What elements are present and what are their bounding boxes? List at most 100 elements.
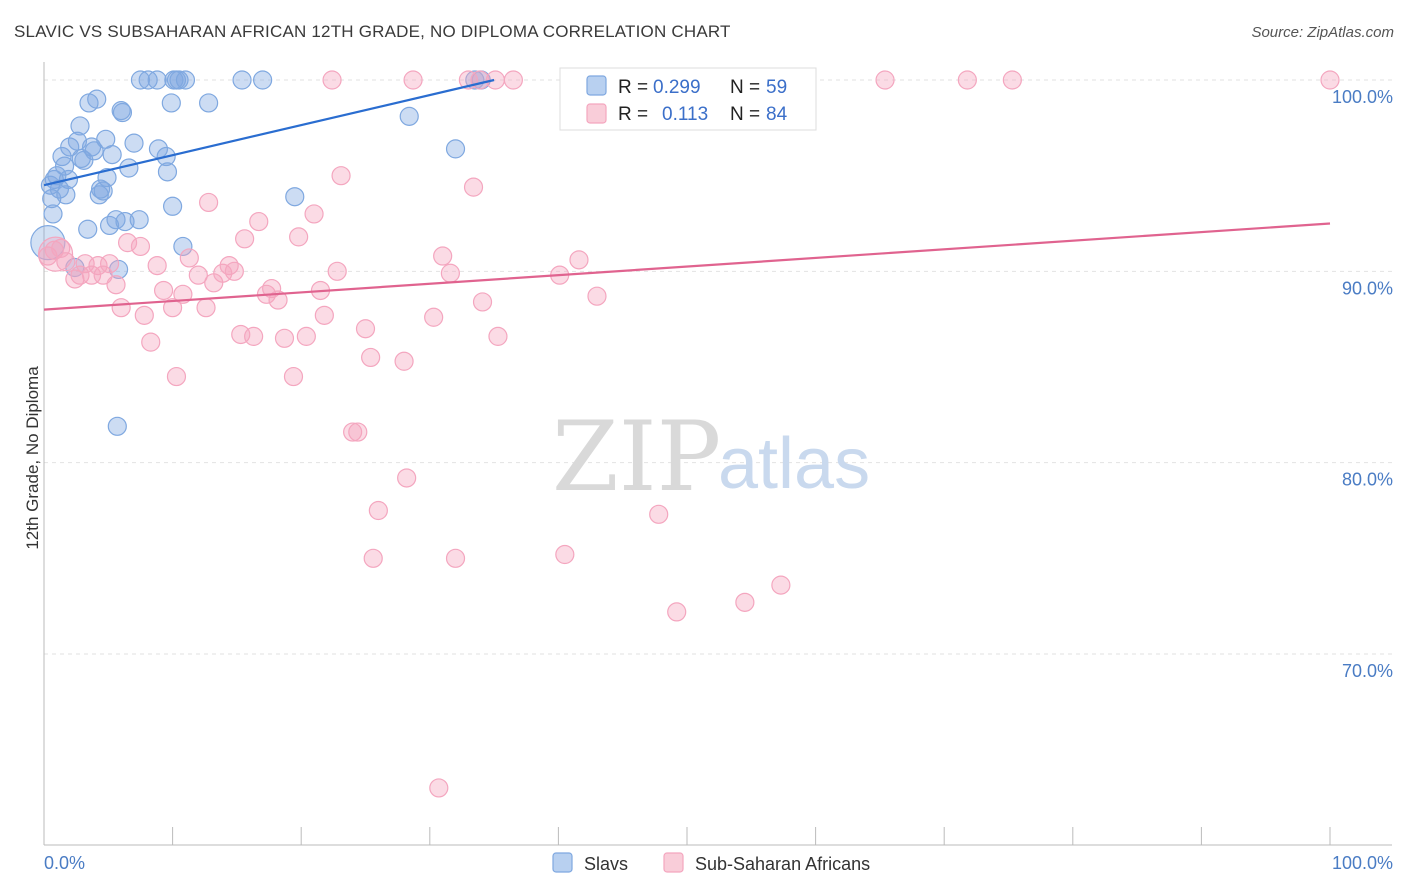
y-tick-label-2: 90.0% xyxy=(1342,278,1393,298)
series-0-point xyxy=(60,137,80,157)
series-1-trend-line xyxy=(43,222,1331,311)
watermark-zip: ZIP xyxy=(552,401,721,513)
series-0-point xyxy=(107,416,127,436)
series-1-point xyxy=(314,305,334,325)
x-tick-label-left: 0.0% xyxy=(44,853,85,873)
series-0-point xyxy=(115,211,135,232)
series-1-point xyxy=(244,326,264,346)
y-tick-label-1: 80.0% xyxy=(1342,470,1393,490)
series-1-point xyxy=(429,778,449,798)
series-1-point xyxy=(327,261,347,281)
series-1-point xyxy=(343,422,363,442)
series-1-point xyxy=(403,70,423,90)
series-0-point xyxy=(129,210,149,230)
series-1-point xyxy=(130,236,151,257)
legend-n-label-1: N = xyxy=(730,77,760,98)
series-1-point xyxy=(268,290,288,310)
series-1-point xyxy=(134,305,154,325)
series-1-point xyxy=(166,366,187,387)
watermark: ZIP atlas xyxy=(552,401,870,513)
axes xyxy=(43,62,1392,846)
series-1-point xyxy=(37,236,74,272)
series-1-point xyxy=(348,422,368,442)
series-1-point xyxy=(587,286,607,306)
bottom-legend-label-subsaharan: Sub-Saharan Africans xyxy=(695,854,870,874)
series-1-point xyxy=(363,548,383,568)
series-0-point xyxy=(157,162,178,182)
series-1-point xyxy=(70,265,90,285)
bottom-legend-label-slavs: Slavs xyxy=(584,854,628,874)
y-axis-title: 12th Grade, No Diploma xyxy=(23,366,42,550)
legend-r-label-1: R = xyxy=(618,77,648,98)
series-1-point xyxy=(397,468,417,488)
series-1-point xyxy=(111,298,131,318)
series-0-point xyxy=(399,106,419,126)
series-1-point xyxy=(322,70,342,90)
series-1-point xyxy=(368,500,388,521)
series-1-point xyxy=(472,292,493,312)
series-1-point xyxy=(249,211,269,232)
legend-n-label-2: N = xyxy=(730,104,760,125)
series-1-point xyxy=(433,246,453,266)
series-1-point xyxy=(93,265,113,285)
series-1-point xyxy=(1320,70,1340,90)
bottom-legend-swatch-slavs xyxy=(552,852,573,873)
y-tick-label-3: 100.0% xyxy=(1332,87,1393,107)
series-0-point xyxy=(42,189,62,209)
series-1-point xyxy=(106,275,126,295)
series-1-point xyxy=(81,265,102,285)
series-1-point xyxy=(1002,70,1022,90)
series-0-point xyxy=(78,219,98,239)
y-tick-label-0: 70.0% xyxy=(1342,661,1393,681)
series-1-point xyxy=(569,250,589,270)
series-1-point xyxy=(771,575,791,595)
legend-n-value-1: 59 xyxy=(766,77,787,98)
series-0-point xyxy=(43,204,63,224)
series-1-point xyxy=(235,229,255,249)
series-0-trend-line xyxy=(43,78,495,187)
legend-r-label-2: R = xyxy=(618,104,648,125)
series-1-point xyxy=(667,602,687,622)
series-0-point xyxy=(445,139,466,159)
series-1-point xyxy=(361,347,381,368)
source-label: Source: ZipAtlas.com xyxy=(1251,24,1394,41)
series-1-point xyxy=(424,307,444,327)
series-0-point xyxy=(84,141,104,161)
watermark-atlas: atlas xyxy=(718,424,870,504)
series-0-point xyxy=(119,158,139,178)
series-1-point xyxy=(875,70,895,90)
series-0-point xyxy=(285,187,305,207)
series-0-point xyxy=(124,133,144,153)
series-1-point xyxy=(196,298,216,318)
series-1-point xyxy=(117,233,138,253)
series-1-point xyxy=(179,248,199,268)
series-0-point xyxy=(56,185,76,205)
series-0-point xyxy=(163,196,183,216)
series-1-point xyxy=(445,548,466,568)
series-1-point xyxy=(394,351,414,371)
series-1-point xyxy=(503,70,523,90)
series-0-points xyxy=(30,70,491,436)
x-tick-label-right: 100.0% xyxy=(1332,853,1393,873)
series-0-point xyxy=(130,70,151,90)
series-0-point xyxy=(173,236,193,257)
series-legend: Slavs Sub-Saharan Africans xyxy=(552,852,870,874)
series-0-point xyxy=(87,89,107,109)
legend-swatch-subsaharan xyxy=(586,103,607,124)
series-1-point xyxy=(440,263,460,283)
trend-lines xyxy=(43,78,1331,311)
series-1-point xyxy=(283,366,304,387)
gridlines xyxy=(44,79,1392,655)
series-1-point xyxy=(274,328,295,348)
series-1-point xyxy=(304,204,324,224)
series-1-point xyxy=(555,544,575,565)
series-1-point xyxy=(153,280,174,301)
legend-r-value-1: 0.299 xyxy=(653,77,701,98)
series-0-point xyxy=(112,102,133,123)
series-0-point xyxy=(161,93,181,113)
series-1-point xyxy=(173,284,193,304)
series-1-point xyxy=(463,177,484,197)
series-1-point xyxy=(163,298,183,318)
series-1-point xyxy=(188,265,208,285)
